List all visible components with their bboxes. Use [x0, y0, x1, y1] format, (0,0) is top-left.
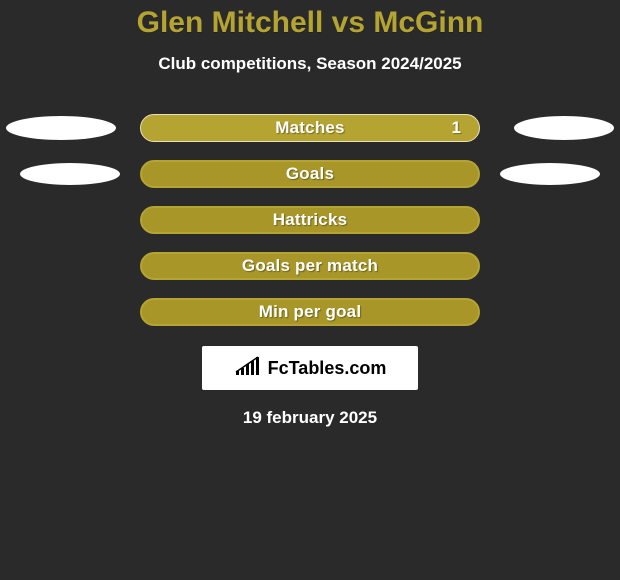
stat-row: Min per goal [0, 298, 620, 326]
page-title: Glen Mitchell vs McGinn [137, 6, 484, 40]
logo-bars-icon [234, 355, 262, 382]
stat-row: Goals [0, 160, 620, 188]
stat-pill: Goals [140, 160, 480, 188]
stat-pill: Hattricks [140, 206, 480, 234]
stat-label: Matches [275, 118, 344, 138]
logo-text: FcTables.com [268, 358, 387, 379]
comparison-card: Glen Mitchell vs McGinn Club competition… [0, 0, 620, 428]
stat-label: Goals per match [242, 256, 378, 276]
stat-row: Matches 1 [0, 114, 620, 142]
stat-pill: Goals per match [140, 252, 480, 280]
right-value-ellipse [500, 163, 600, 185]
right-value-ellipse [514, 116, 614, 140]
stat-value-right: 1 [452, 118, 461, 138]
stat-pill: Min per goal [140, 298, 480, 326]
date-label: 19 february 2025 [243, 408, 377, 428]
stat-row: Goals per match [0, 252, 620, 280]
subtitle: Club competitions, Season 2024/2025 [158, 54, 461, 74]
stat-label: Goals [286, 164, 334, 184]
left-value-ellipse [20, 163, 120, 185]
stat-label: Hattricks [273, 210, 348, 230]
stat-rows: Matches 1 Goals Hattricks Goals per match Min… [0, 114, 620, 326]
stat-label: Min per goal [259, 302, 362, 322]
stat-pill: Matches 1 [140, 114, 480, 142]
left-value-ellipse [6, 116, 116, 140]
logo-card: FcTables.com [202, 346, 418, 390]
stat-row: Hattricks [0, 206, 620, 234]
